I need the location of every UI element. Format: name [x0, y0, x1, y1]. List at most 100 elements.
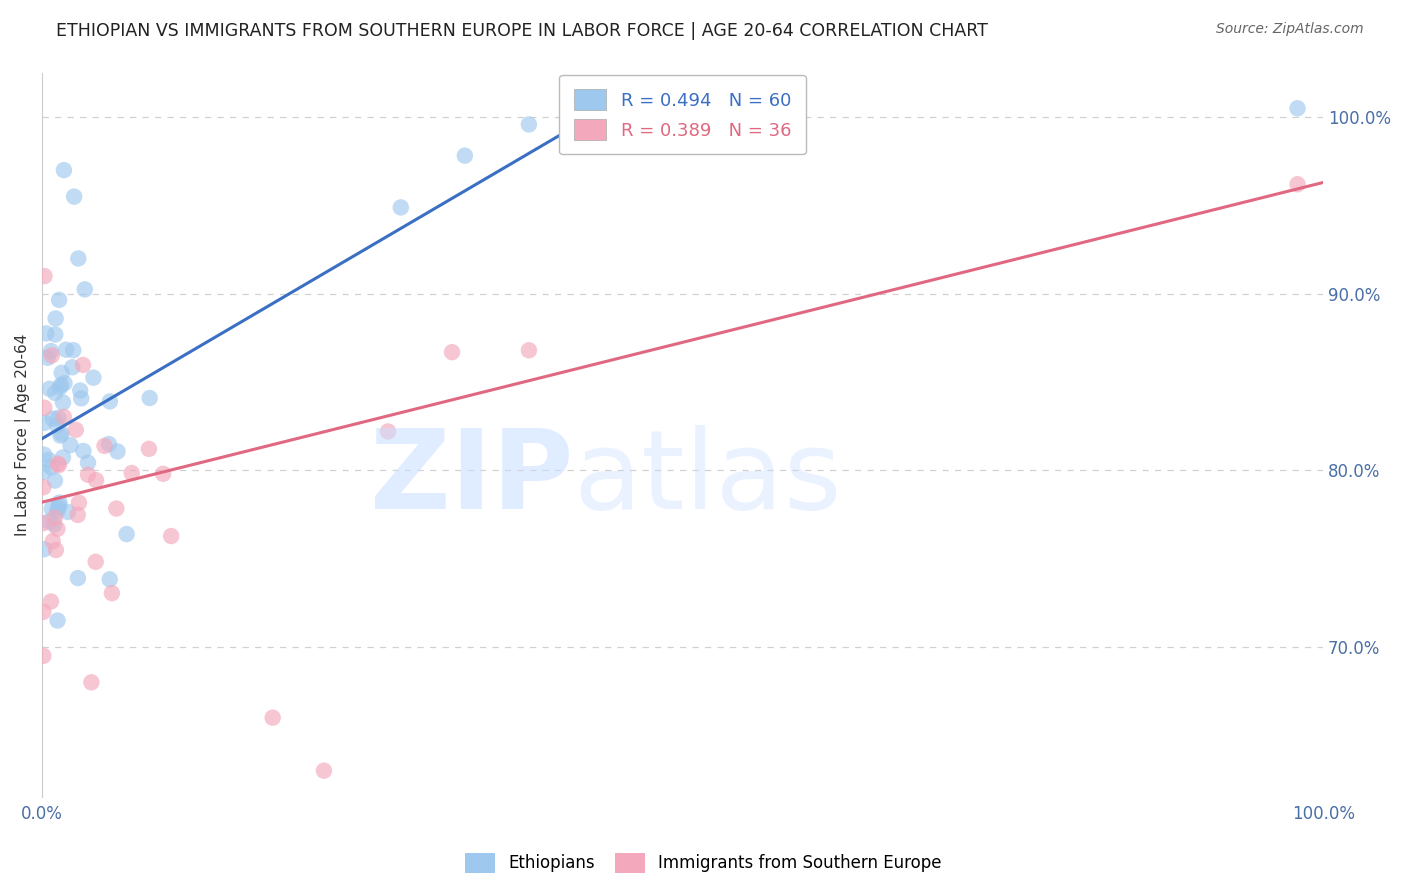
Point [55, 343, 77, 357]
Point [41, 348, 63, 362]
Point [80, 675, 103, 690]
Legend: R = 0.494   N = 60, R = 0.389   N = 36: R = 0.494 N = 60, R = 0.389 N = 36 [560, 75, 806, 154]
Point [35, 326, 58, 341]
Point [69, 384, 91, 398]
Point [62, 343, 84, 358]
Point [46, 522, 69, 536]
Point [84, 473, 107, 487]
Point [46, 504, 69, 518]
Point [38, 515, 60, 529]
Point [51, 426, 73, 441]
Point [45, 543, 67, 558]
Point [52, 163, 75, 178]
Point [582, 103, 605, 117]
Point [34, 269, 56, 284]
Point [52, 450, 75, 465]
Point [63, 189, 86, 203]
Point [65, 423, 87, 437]
Point [34, 416, 56, 430]
Point [38, 453, 60, 467]
Point [49, 380, 72, 394]
Text: Source: ZipAtlas.com: Source: ZipAtlas.com [1216, 22, 1364, 37]
Point [389, 201, 412, 215]
Point [312, 764, 335, 778]
Point [105, 501, 128, 516]
Point [82, 370, 104, 384]
Point [38, 382, 60, 396]
Point [107, 444, 129, 458]
Point [44, 386, 66, 401]
Point [45, 311, 67, 326]
Point [32, 605, 55, 619]
Point [77, 456, 100, 470]
Point [121, 466, 143, 480]
Text: ETHIOPIAN VS IMMIGRANTS FROM SOUTHERN EUROPE IN LABOR FORCE | AGE 20-64 CORRELAT: ETHIOPIAN VS IMMIGRANTS FROM SOUTHERN EU… [56, 22, 988, 40]
Point [39, 344, 62, 359]
Point [44, 327, 66, 342]
Point [66, 508, 89, 522]
Point [115, 527, 138, 541]
Point [262, 711, 284, 725]
Point [52, 409, 75, 424]
Point [32, 448, 55, 462]
Point [44, 474, 66, 488]
Point [32, 480, 55, 494]
Point [42, 411, 65, 425]
Point [441, 345, 464, 359]
Point [84, 555, 107, 569]
Legend: Ethiopians, Immigrants from Southern Europe: Ethiopians, Immigrants from Southern Eur… [458, 847, 948, 880]
Point [67, 252, 90, 266]
Point [67, 496, 90, 510]
Point [53, 376, 76, 391]
Point [49, 378, 72, 392]
Point [49, 428, 72, 442]
Point [48, 458, 70, 472]
Point [152, 467, 174, 481]
Point [72, 444, 94, 458]
Point [138, 442, 160, 456]
Point [32, 465, 55, 479]
Point [48, 499, 70, 513]
Point [48, 410, 70, 425]
Point [138, 391, 160, 405]
Point [517, 118, 540, 132]
Point [32, 648, 55, 663]
Point [46, 501, 69, 516]
Point [73, 282, 96, 296]
Point [70, 392, 93, 406]
Point [46, 614, 69, 628]
Point [48, 293, 70, 307]
Point [97, 437, 120, 451]
Point [517, 343, 540, 358]
Point [377, 425, 399, 439]
Point [98, 572, 121, 586]
Y-axis label: In Labor Force | Age 20-64: In Labor Force | Age 20-64 [15, 334, 31, 536]
Point [48, 495, 70, 509]
Point [1286, 178, 1309, 192]
Point [101, 586, 124, 600]
Point [46, 457, 69, 471]
Point [41, 501, 63, 516]
Point [37, 351, 59, 365]
Point [39, 460, 62, 475]
Point [454, 148, 477, 162]
Text: ZIP: ZIP [370, 425, 574, 532]
Point [46, 418, 69, 433]
Point [51, 366, 73, 380]
Point [52, 395, 75, 409]
Point [77, 467, 100, 482]
Point [59, 438, 82, 452]
Point [39, 594, 62, 608]
Point [56, 505, 79, 519]
Point [93, 439, 115, 453]
Point [1286, 101, 1309, 115]
Point [44, 517, 66, 532]
Point [32, 401, 55, 415]
Point [72, 358, 94, 372]
Point [66, 571, 89, 585]
Point [160, 529, 183, 543]
Point [32, 542, 55, 557]
Point [42, 534, 65, 549]
Point [98, 394, 121, 409]
Text: atlas: atlas [574, 425, 842, 532]
